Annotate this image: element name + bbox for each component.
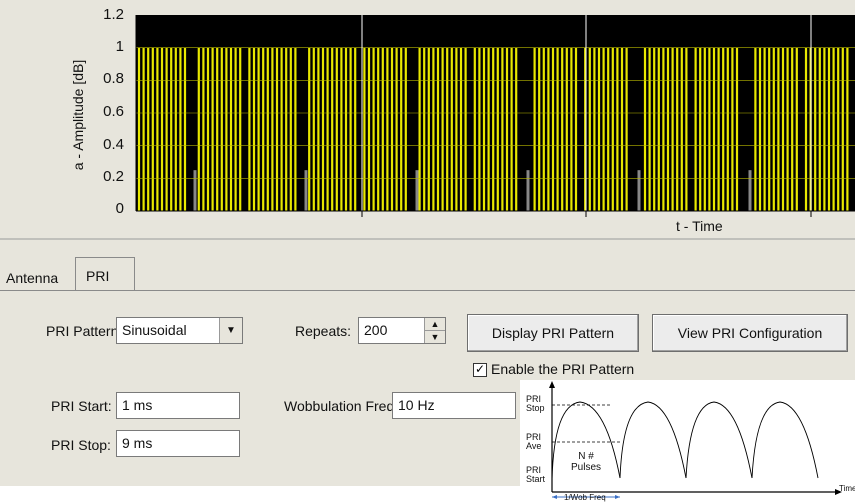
chevron-down-icon[interactable]: ▼ xyxy=(219,318,242,343)
spin-down-icon[interactable]: ▼ xyxy=(430,331,440,342)
pri-pattern-select[interactable]: Sinusoidal ▼ xyxy=(116,317,243,344)
pri-start-field[interactable]: 1 ms xyxy=(116,392,240,419)
view-pri-configuration-button[interactable]: View PRI Configuration xyxy=(652,314,848,352)
tab-pri-label: PRI xyxy=(86,268,110,284)
y-tick-label: 1 xyxy=(115,38,124,55)
pri-pattern-label: PRI Pattern xyxy=(46,323,119,339)
y-tick-label: 0.2 xyxy=(103,168,124,185)
pri-stop-value: 9 ms xyxy=(122,435,153,451)
wob-freq-period-label: 1/Wob Freq xyxy=(564,493,606,502)
enable-pri-label: Enable the PRI Pattern xyxy=(491,361,635,377)
wobbulation-freq-field[interactable]: 10 Hz xyxy=(392,392,516,419)
tab-pri[interactable]: PRI xyxy=(75,257,135,291)
pri-stop-diagram-label: PRI Stop xyxy=(526,394,545,413)
pri-pattern-diagram: PRI Stop PRI Ave PRI Start N # Pulses 1/… xyxy=(520,380,855,502)
pri-ave-diagram-label: PRI Ave xyxy=(526,432,542,451)
enable-pri-checkbox[interactable]: ✓ xyxy=(473,362,487,377)
wobbulation-freq-label: Wobbulation Freq.: xyxy=(284,398,403,414)
tab-divider xyxy=(0,290,855,291)
spin-buttons[interactable]: ▲ ▼ xyxy=(424,318,445,343)
repeats-value: 200 xyxy=(364,322,388,338)
pri-start-value: 1 ms xyxy=(122,397,153,413)
amplitude-plot: 1.2 1 0.8 0.6 0.4 0.2 0 a - Amplitude [d… xyxy=(0,0,855,240)
y-tick-label: 0 xyxy=(115,200,124,217)
pri-stop-field[interactable]: 9 ms xyxy=(116,430,240,457)
display-pri-pattern-button[interactable]: Display PRI Pattern xyxy=(467,314,639,352)
time-axis-label: Time xyxy=(839,484,855,493)
n-pulses-label: N # Pulses xyxy=(570,451,601,473)
pri-start-diagram-label: PRI Start xyxy=(526,465,546,484)
tab-antenna[interactable]: Antenna xyxy=(6,270,58,286)
repeats-stepper[interactable]: 200 ▲ ▼ xyxy=(358,317,446,344)
pri-diagram-canvas xyxy=(549,381,842,499)
y-axis-label: a - Amplitude [dB] xyxy=(70,59,86,171)
pri-pattern-value: Sinusoidal xyxy=(122,322,187,338)
y-tick-label: 0.8 xyxy=(103,70,124,87)
bottom-strip xyxy=(0,486,520,502)
spin-up-icon[interactable]: ▲ xyxy=(425,318,445,331)
pri-start-label: PRI Start: xyxy=(51,398,112,414)
display-pri-pattern-label: Display PRI Pattern xyxy=(491,325,615,341)
x-axis-label: t - Time xyxy=(676,218,723,234)
wobbulation-freq-value: 10 Hz xyxy=(398,397,435,413)
view-pri-configuration-label: View PRI Configuration xyxy=(677,325,823,341)
plot-canvas xyxy=(0,15,855,240)
y-tick-label: 0.4 xyxy=(103,136,124,153)
repeats-label: Repeats: xyxy=(295,323,352,339)
tab-antenna-label: Antenna xyxy=(6,270,59,286)
y-tick-label: 0.6 xyxy=(103,103,124,120)
pri-stop-label: PRI Stop: xyxy=(51,437,111,453)
y-tick-label: 1.2 xyxy=(103,6,124,23)
